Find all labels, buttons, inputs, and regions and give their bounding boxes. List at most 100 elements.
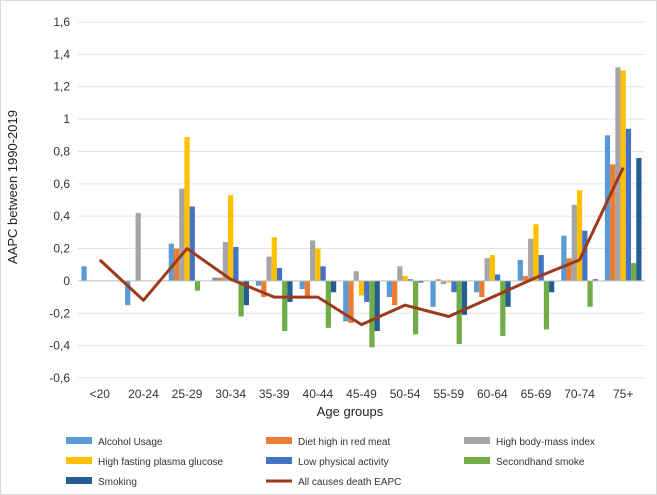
bar xyxy=(125,280,131,306)
bar xyxy=(212,277,218,281)
x-tick-labels: <20 20-24 25-29 30-34 35-39 40-44 45-49 50-54 55… xyxy=(90,387,634,401)
bar xyxy=(255,280,262,286)
x-tick-label: 20-24 xyxy=(128,387,159,401)
x-tick-label: 35-39 xyxy=(259,387,290,401)
x-tick-label: 60-64 xyxy=(477,387,508,401)
bar xyxy=(418,280,424,283)
bar xyxy=(407,279,413,281)
bar xyxy=(217,277,223,281)
bar xyxy=(500,280,506,336)
bar xyxy=(592,279,598,281)
bar xyxy=(561,235,567,281)
x-tick-label: 75+ xyxy=(613,387,633,401)
bar xyxy=(343,280,349,322)
x-tick-label: <20 xyxy=(90,387,111,401)
legend-swatch xyxy=(464,437,490,444)
bars xyxy=(81,67,642,348)
y-tick-label: 0,4 xyxy=(53,209,70,223)
bar xyxy=(243,280,249,306)
bar xyxy=(461,280,468,315)
bar xyxy=(505,280,511,307)
legend-swatch xyxy=(66,477,92,484)
bar xyxy=(228,195,234,281)
bar xyxy=(173,248,180,281)
bar xyxy=(304,280,311,298)
bar xyxy=(636,157,642,281)
y-tick-label: -0,6 xyxy=(49,371,70,385)
legend-label: Secondhand smoke xyxy=(496,457,585,468)
bar xyxy=(287,280,293,302)
bar xyxy=(397,266,403,281)
bar xyxy=(238,280,244,317)
bar xyxy=(566,258,572,281)
bar xyxy=(353,271,359,281)
legend-swatch xyxy=(266,457,292,464)
y-tick-label: 1,4 xyxy=(53,47,70,61)
bar xyxy=(320,266,326,281)
x-tick-label: 50-54 xyxy=(390,387,421,401)
x-tick-label: 30-34 xyxy=(215,387,246,401)
bar xyxy=(543,280,550,330)
y-tick-label: -0,4 xyxy=(49,339,70,353)
bar xyxy=(430,280,436,307)
x-tick-label: 70-74 xyxy=(564,387,595,401)
bar xyxy=(484,258,490,281)
bar xyxy=(189,206,195,281)
bar xyxy=(233,246,239,281)
legend-label: Smoking xyxy=(98,477,137,488)
legend-label: Diet high in red meat xyxy=(298,437,390,448)
bar xyxy=(446,280,452,283)
bar xyxy=(184,136,190,281)
bar xyxy=(576,190,583,281)
bar xyxy=(81,266,87,281)
legend-label: High body-mass index xyxy=(496,437,595,448)
bar xyxy=(571,204,577,281)
bar xyxy=(194,280,201,291)
bar xyxy=(494,274,501,281)
bar xyxy=(392,280,398,306)
bar xyxy=(179,188,185,281)
y-tick-label: 1 xyxy=(63,112,70,126)
legend-label: Low physical activity xyxy=(298,457,389,468)
legend: Alcohol Usage Diet high in red meat High b… xyxy=(66,437,595,488)
y-tick-label: 1,6 xyxy=(53,15,70,29)
bar xyxy=(522,276,529,281)
bar xyxy=(315,248,321,281)
bar xyxy=(620,70,626,281)
bar xyxy=(271,237,277,281)
bar xyxy=(266,256,272,281)
y-axis-title: AAPC between 1990-2019 xyxy=(5,110,20,264)
bar xyxy=(479,280,485,298)
bar xyxy=(330,280,337,293)
bar xyxy=(587,280,593,307)
legend-swatch xyxy=(266,437,292,444)
line-all-causes xyxy=(98,166,625,327)
bar xyxy=(533,224,539,281)
bar xyxy=(402,276,408,281)
bar xyxy=(348,280,354,323)
bar xyxy=(604,135,611,281)
legend-label: Alcohol Usage xyxy=(98,437,163,448)
bar xyxy=(222,242,229,281)
bar xyxy=(440,280,447,285)
bar xyxy=(528,238,534,281)
legend-swatch xyxy=(464,457,490,464)
x-tick-label: 40-44 xyxy=(303,387,334,401)
legend-label: All causes death EAPC xyxy=(298,477,401,488)
legend-label: High fasting plasma glucose xyxy=(98,457,224,468)
y-tick-label: 0,6 xyxy=(53,177,70,191)
bar xyxy=(610,164,616,281)
bar xyxy=(615,67,621,281)
y-tick-label: 1,2 xyxy=(53,80,70,94)
bar xyxy=(276,267,283,281)
y-tick-label: 0,8 xyxy=(53,144,70,158)
bar xyxy=(435,279,441,281)
bar xyxy=(538,255,544,281)
x-tick-label: 25-29 xyxy=(172,387,203,401)
bar xyxy=(168,243,174,281)
bar xyxy=(489,255,495,281)
gridlines xyxy=(78,21,645,379)
bar xyxy=(358,280,365,296)
